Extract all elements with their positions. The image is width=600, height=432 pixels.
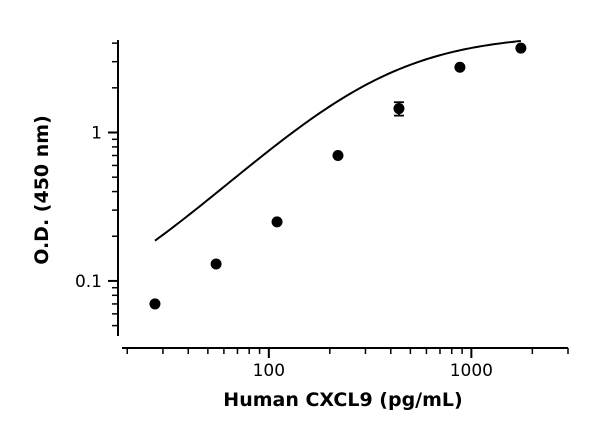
data-point [271,216,283,228]
ticks: 100 1000 0.1 1 [75,42,569,381]
x-axis-title: Human CXCL9 (pg/mL) [223,389,462,411]
data-points [149,42,527,310]
data-point [454,61,466,73]
y-tick-label: 0.1 [75,272,102,292]
data-point [332,149,344,161]
data-point [210,258,222,270]
fit-curve [154,39,521,242]
x-tick-label: 100 [253,361,285,381]
data-point [393,103,405,115]
data-point [149,298,161,310]
data-point [515,42,527,54]
axes [117,40,568,349]
y-axis-title: O.D. (450 nm) [31,115,53,265]
y-tick-label: 1 [91,124,102,144]
x-tick-label: 1000 [450,361,493,381]
